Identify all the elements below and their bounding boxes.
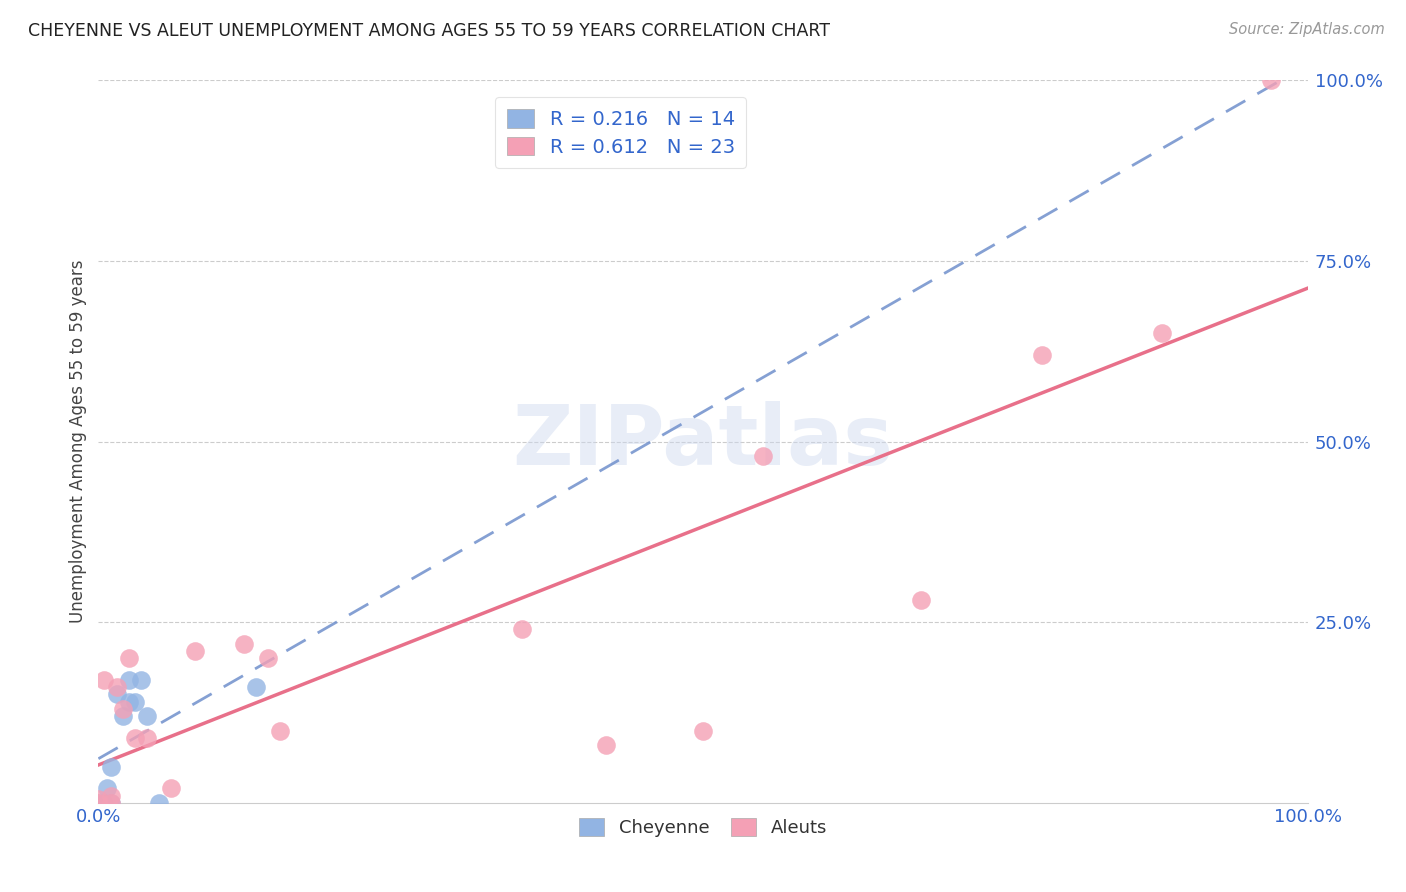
Point [100, 796, 122, 810]
Point [269, 723, 291, 738]
Point [100, 796, 122, 810]
Point [124, 731, 146, 745]
Point [129, 673, 152, 687]
Point [111, 702, 134, 716]
Point [595, 738, 617, 752]
Point [105, 680, 128, 694]
Point [87, 792, 110, 806]
Point [148, 796, 170, 810]
Point [752, 449, 775, 463]
Point [87, 796, 110, 810]
Point [118, 651, 141, 665]
Point [1152, 326, 1174, 340]
Point [118, 695, 141, 709]
Y-axis label: Unemployment Among Ages 55 to 59 years: Unemployment Among Ages 55 to 59 years [69, 260, 87, 624]
Point [93, 673, 115, 687]
Text: ZIPatlas: ZIPatlas [513, 401, 893, 482]
Point [124, 695, 146, 709]
Point [87, 796, 110, 810]
Legend: Cheyenne, Aleuts: Cheyenne, Aleuts [572, 811, 834, 845]
Point [245, 680, 267, 694]
Point [100, 789, 122, 803]
Point [96, 781, 118, 796]
Text: CHEYENNE VS ALEUT UNEMPLOYMENT AMONG AGES 55 TO 59 YEARS CORRELATION CHART: CHEYENNE VS ALEUT UNEMPLOYMENT AMONG AGE… [28, 22, 830, 40]
Point [1260, 73, 1282, 87]
Point [111, 709, 134, 723]
Point [256, 651, 278, 665]
Point [135, 709, 157, 723]
Point [910, 593, 932, 607]
Point [160, 781, 183, 796]
Point [105, 687, 128, 701]
Text: Source: ZipAtlas.com: Source: ZipAtlas.com [1229, 22, 1385, 37]
Point [100, 760, 122, 774]
Point [232, 637, 254, 651]
Point [135, 731, 157, 745]
Point [1031, 348, 1053, 362]
Point [692, 723, 714, 738]
Point [93, 796, 115, 810]
Point [118, 673, 141, 687]
Point [184, 644, 207, 658]
Point [510, 623, 533, 637]
